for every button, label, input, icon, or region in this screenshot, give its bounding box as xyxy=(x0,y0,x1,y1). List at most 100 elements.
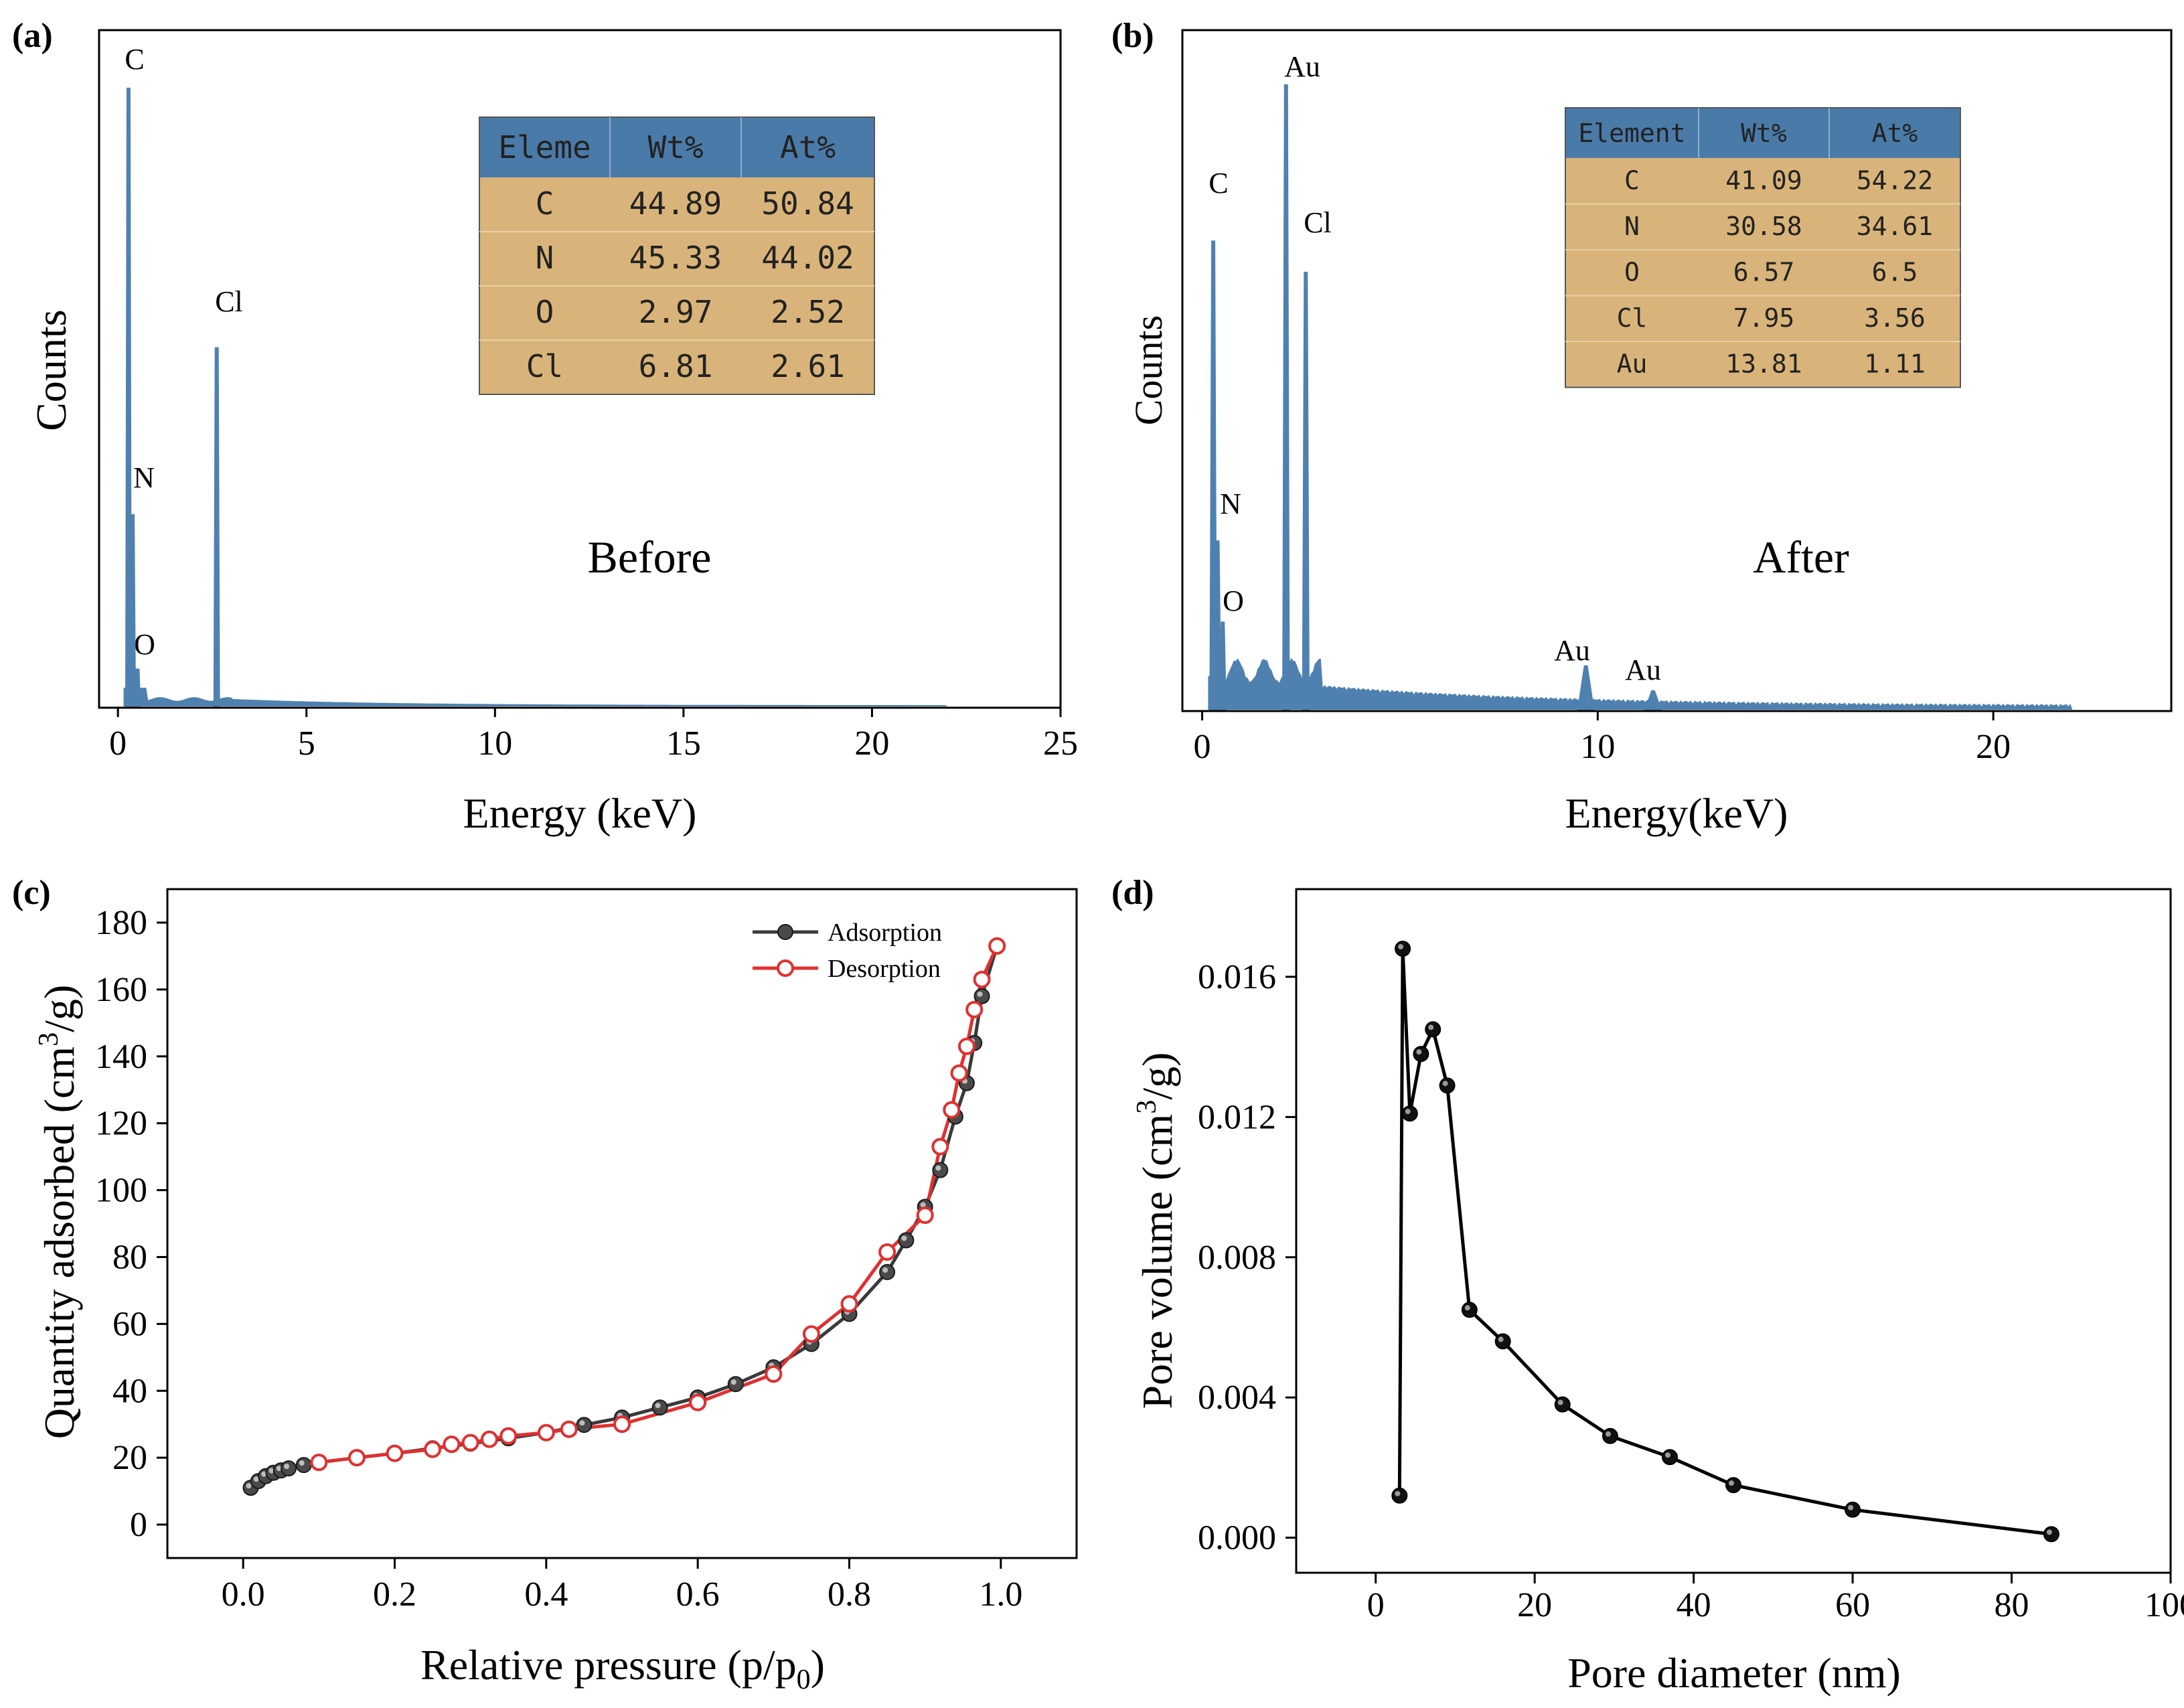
y-tick-label-d-1: 0.004 xyxy=(1198,1379,1276,1417)
x-axis-label-b: Energy(keV) xyxy=(1565,789,1788,837)
point-highlight-pore-4 xyxy=(1428,1024,1434,1030)
table-cell-b-2-2: 6.5 xyxy=(1872,258,1918,287)
point-highlight-23 xyxy=(901,1235,907,1241)
point-adsorption-22 xyxy=(879,1263,896,1280)
y-tick-label-c-8: 160 xyxy=(95,971,147,1009)
y-tick-label-c-1: 20 xyxy=(112,1439,147,1477)
point-desorption-2 xyxy=(965,1000,984,1018)
x-tick-label-a-3: 15 xyxy=(666,724,701,763)
panel-c-isotherm: (c) 0.0 0.2 0.4 0.6 0.8 1.0 0 20 40 60 80 100 120 140… xyxy=(12,874,1078,1695)
panel-label-b: (b) xyxy=(1111,17,1154,55)
peak-label-b-2: O xyxy=(1223,585,1244,617)
point-highlight-29 xyxy=(977,991,983,997)
legend-label-desorption: Desorption xyxy=(828,955,941,983)
point-adsorption-14 xyxy=(576,1417,593,1433)
plot-frame-a xyxy=(98,29,1062,709)
y-axis-label-a: Counts xyxy=(27,309,75,431)
y-tick-label-c-3: 60 xyxy=(112,1305,147,1343)
point-pore-volume-5 xyxy=(1439,1077,1456,1094)
table-cell-b-4-2: 1.11 xyxy=(1864,350,1926,379)
y-tick-label-c-2: 40 xyxy=(112,1372,147,1410)
x-tick-label-c-2: 0.4 xyxy=(524,1575,568,1614)
point-highlight-pore-10 xyxy=(1665,1452,1671,1458)
y-tick-label-c-6: 120 xyxy=(95,1105,147,1143)
x-tick-label-a-4: 20 xyxy=(854,724,889,763)
composition-table-b: Element Wt% At%C 41.09 54.22N 30.58 34.61O 6.57… xyxy=(1565,107,1961,388)
point-adsorption-5 xyxy=(281,1460,297,1477)
point-desorption-4 xyxy=(950,1064,968,1082)
table-header-bg-b xyxy=(1565,108,1960,158)
point-highlight-25 xyxy=(935,1165,941,1171)
point-desorption-23 xyxy=(310,1454,328,1472)
point-pore-volume-10 xyxy=(1662,1449,1679,1466)
panel-d-pore-distribution: (d) 0 20 40 60 80 100 0.000 0.004 0.008 0.012 0.01… xyxy=(1111,874,2184,1697)
point-highlight-6 xyxy=(299,1460,305,1466)
panel-label-a: (a) xyxy=(12,17,53,55)
legend-label-adsorption: Adsorption xyxy=(828,919,942,947)
point-pore-volume-7 xyxy=(1494,1333,1511,1350)
table-border-a xyxy=(479,117,875,395)
eds-peak-b-au-6 xyxy=(1644,690,1662,710)
x-tick-label-d-3: 60 xyxy=(1835,1586,1870,1624)
y-tick-label-c-5: 100 xyxy=(95,1172,147,1210)
x-tick-label-c-1: 0.2 xyxy=(373,1575,416,1614)
table-cell-a-3-1: 6.81 xyxy=(639,348,713,384)
point-highlight-pore-0 xyxy=(1395,1490,1401,1496)
x-tick-label-d-2: 40 xyxy=(1676,1586,1711,1624)
point-highlight-pore-12 xyxy=(1848,1504,1854,1510)
table-cell-a-1-2: 44.02 xyxy=(761,240,854,276)
point-adsorption-6 xyxy=(295,1457,312,1474)
x-tick-label-a-5: 25 xyxy=(1043,724,1078,763)
y-axis-label-c: Quantity adsorbed (cm3/g) xyxy=(33,985,83,1440)
x-tick-label-a-2: 10 xyxy=(477,724,512,763)
plot-frame-b xyxy=(1181,29,2173,712)
point-desorption-1 xyxy=(973,970,991,988)
table-cell-b-1-1: 30.58 xyxy=(1725,212,1802,241)
table-cell-a-3-0: Cl xyxy=(526,348,563,384)
point-pore-volume-9 xyxy=(1602,1427,1618,1444)
table-header-a-0: Eleme xyxy=(498,129,591,165)
table-cell-a-0-1: 44.89 xyxy=(629,185,722,222)
table-header-b-0: Element xyxy=(1578,119,1685,148)
x-axis-label-a: Energy (keV) xyxy=(463,789,697,837)
point-highlight-pore-13 xyxy=(2046,1529,2052,1535)
point-desorption-11 xyxy=(765,1365,783,1383)
eds-peak-b-o-2 xyxy=(1219,621,1227,710)
point-highlight-14 xyxy=(579,1420,585,1426)
plot-frame-d xyxy=(1295,888,2172,1574)
table-cell-b-1-2: 34.61 xyxy=(1857,212,1933,241)
title-after: After xyxy=(1753,532,1849,583)
point-desorption-16 xyxy=(499,1427,518,1445)
table-border-b xyxy=(1565,107,1961,388)
point-pore-volume-6 xyxy=(1461,1302,1478,1318)
table-cell-b-4-1: 13.81 xyxy=(1725,350,1802,379)
table-body-bg-b xyxy=(1565,158,1960,388)
point-pore-volume-8 xyxy=(1554,1396,1571,1413)
panel-label-d: (d) xyxy=(1111,874,1154,912)
point-desorption-13 xyxy=(613,1415,631,1433)
table-header-b-2: At% xyxy=(1872,119,1918,148)
y-tick-label-d-4: 0.016 xyxy=(1198,958,1276,996)
eds-peak-b-au-5 xyxy=(1577,665,1595,710)
series-line-adsorption xyxy=(249,945,999,1489)
series-line-pore-volume xyxy=(1397,948,2052,1536)
point-desorption-10 xyxy=(802,1325,820,1343)
eds-peak-b-n-1 xyxy=(1213,540,1222,710)
x-tick-label-b-2: 20 xyxy=(1976,728,2011,766)
peak-label-b-4: Cl xyxy=(1304,206,1332,239)
table-cell-b-3-1: 7.95 xyxy=(1733,303,1795,333)
table-cell-a-1-0: N xyxy=(536,240,554,276)
point-highlight-pore-3 xyxy=(1416,1049,1422,1055)
point-highlight-5 xyxy=(284,1464,290,1470)
point-pore-volume-3 xyxy=(1413,1046,1429,1063)
x-axis-label-d: Pore diameter (nm) xyxy=(1567,1649,1901,1697)
title-before: Before xyxy=(587,532,711,583)
peak-label-b-1: N xyxy=(1220,487,1241,520)
eds-peak-b-cl-4 xyxy=(1302,271,1310,710)
x-tick-label-d-4: 80 xyxy=(1995,1586,2029,1624)
point-adsorption-23 xyxy=(898,1232,915,1249)
x-tick-label-b-0: 0 xyxy=(1194,728,1211,766)
table-cell-b-0-2: 54.22 xyxy=(1857,166,1933,196)
point-pore-volume-11 xyxy=(1725,1477,1741,1494)
x-tick-label-c-0: 0.0 xyxy=(222,1575,265,1614)
